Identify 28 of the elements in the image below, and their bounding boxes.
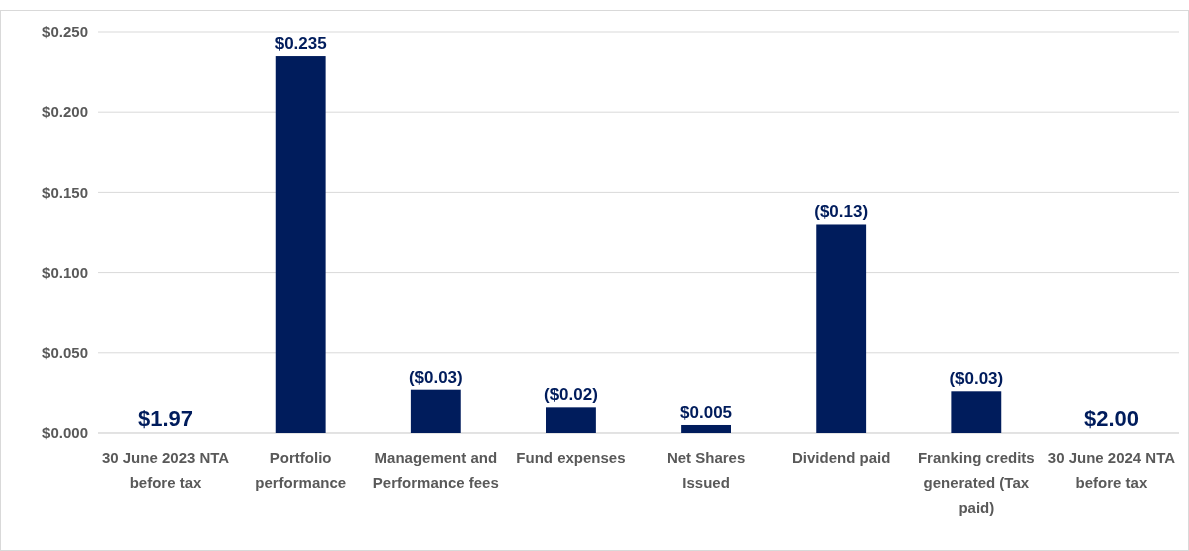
data-label: ($0.13) — [814, 202, 869, 222]
text: $1.97 — [138, 406, 194, 431]
x-tick-label: Dividend paid — [792, 449, 891, 466]
data-label: ($0.03) — [949, 369, 1004, 389]
text: $2.00 — [1083, 406, 1139, 431]
data-label: ($0.02) — [544, 385, 598, 405]
bar — [681, 424, 731, 433]
bar — [816, 224, 867, 433]
bar — [951, 391, 1002, 433]
x-tick-label: Franking credits generated (Tax paid) — [917, 449, 1035, 516]
x-tick-label: Management and Performance fees — [372, 449, 499, 491]
y-tick-label: $0.000 — [42, 424, 88, 442]
data-label: ($0.03) — [408, 367, 463, 387]
bar — [275, 56, 326, 433]
y-tick-label: $0.150 — [42, 183, 88, 201]
y-tick-label: $0.050 — [42, 344, 88, 362]
bar — [410, 389, 461, 433]
x-tick-label: Portfolio performance — [255, 449, 347, 491]
y-tick-label: $0.200 — [42, 103, 88, 121]
x-tick-label: 30 June 2024 NTA before tax — [1047, 449, 1176, 491]
x-tick-label: Net Shares Issued — [666, 449, 746, 491]
data-label: $0.005 — [680, 402, 733, 422]
bar — [546, 407, 596, 433]
data-label: $0.235 — [274, 34, 327, 54]
y-tick-label: $0.100 — [42, 263, 88, 281]
x-tick-label: 30 June 2023 NTA before tax — [101, 449, 230, 491]
x-tick-label: Fund expenses — [516, 449, 626, 466]
y-tick-label: $0.250 — [42, 23, 88, 41]
